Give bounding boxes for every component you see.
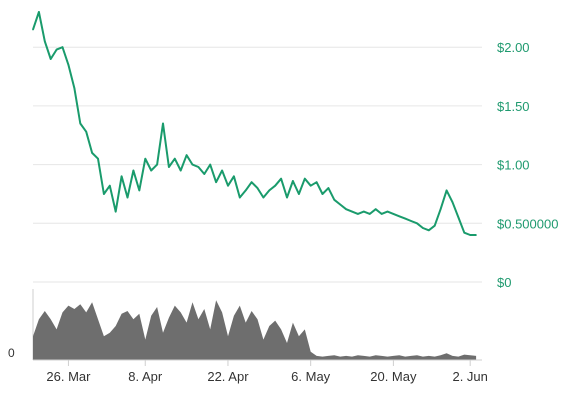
price-point xyxy=(298,193,300,195)
price-point xyxy=(363,210,365,213)
price-point xyxy=(392,213,395,215)
price-point xyxy=(386,210,389,213)
price-point xyxy=(215,181,217,183)
price-point xyxy=(286,196,288,199)
price-point xyxy=(168,166,170,168)
price-point xyxy=(416,222,418,225)
price-point xyxy=(55,48,58,51)
date-tick-label: 26. Mar xyxy=(46,369,91,384)
price-point xyxy=(309,184,312,187)
price-point xyxy=(327,187,330,189)
price-point xyxy=(162,122,164,125)
price-point xyxy=(38,11,40,13)
price-point xyxy=(274,184,277,187)
price-point xyxy=(410,220,412,222)
price-point xyxy=(262,196,265,199)
price-point xyxy=(221,169,223,172)
price-point xyxy=(179,169,182,172)
price-point xyxy=(315,181,318,183)
price-point xyxy=(209,163,211,166)
price-point xyxy=(191,163,194,166)
date-tick-label: 8. Apr xyxy=(128,369,163,384)
price-point xyxy=(150,169,152,172)
price-point xyxy=(339,203,342,206)
price-tick-label: $2.00 xyxy=(497,40,530,55)
price-point xyxy=(380,213,383,215)
price-point xyxy=(185,154,188,156)
price-point xyxy=(239,196,241,199)
volume-axis-tick-label: 0 xyxy=(8,346,15,360)
price-point xyxy=(227,184,229,187)
date-tick-label: 6. May xyxy=(291,369,331,384)
price-point xyxy=(398,215,401,218)
price-line xyxy=(32,11,477,236)
price-point xyxy=(463,231,466,234)
price-point xyxy=(292,180,294,182)
price-point xyxy=(61,46,64,48)
price-point xyxy=(345,208,347,210)
price-point xyxy=(250,181,253,183)
price-point xyxy=(85,130,87,133)
price-points xyxy=(32,11,477,236)
price-point xyxy=(44,40,46,43)
price-point xyxy=(304,177,306,180)
price-point xyxy=(197,166,200,168)
price-axis: $2.00 $1.50 $1.00 $0.500000 $0 xyxy=(497,40,558,290)
price-point xyxy=(469,234,472,236)
price-point xyxy=(32,28,34,31)
price-point xyxy=(126,196,129,199)
price-point xyxy=(49,58,52,60)
date-tick-label: 22. Apr xyxy=(207,369,249,384)
price-point xyxy=(321,193,324,195)
date-tick-label: 2. Jun xyxy=(452,369,487,384)
price-point xyxy=(451,201,454,203)
price-point xyxy=(203,173,206,175)
price-point xyxy=(357,213,359,215)
price-point xyxy=(79,122,82,125)
price-point xyxy=(138,189,141,192)
volume-area xyxy=(33,300,477,360)
price-point xyxy=(103,193,105,195)
price-point xyxy=(67,64,70,66)
price-point xyxy=(132,169,135,172)
price-point xyxy=(404,217,407,220)
price-point xyxy=(433,224,436,227)
price-point xyxy=(268,189,271,192)
price-point xyxy=(422,227,424,229)
price-point xyxy=(280,177,282,180)
price-point xyxy=(114,210,117,213)
price-point xyxy=(369,213,371,215)
date-tick-label: 20. May xyxy=(370,369,417,384)
price-tick-label: $0 xyxy=(497,275,511,290)
price-point xyxy=(144,157,147,160)
price-point xyxy=(97,157,99,160)
price-point xyxy=(351,210,353,213)
price-tick-label: $0.500000 xyxy=(497,216,558,231)
price-point xyxy=(120,175,123,178)
volume-panel: 0 xyxy=(8,289,482,361)
price-point xyxy=(457,216,460,219)
price-point xyxy=(109,184,111,187)
price-gridlines xyxy=(33,46,482,283)
price-point xyxy=(174,157,176,160)
price-point xyxy=(333,199,336,201)
price-point xyxy=(233,175,235,178)
price-tick-label: $1.00 xyxy=(497,158,530,173)
price-point xyxy=(445,189,448,192)
price-point xyxy=(374,208,377,210)
price-point xyxy=(91,152,93,154)
price-point xyxy=(244,189,247,192)
price-tick-label: $1.50 xyxy=(497,99,530,114)
price-point xyxy=(439,208,442,210)
date-axis: 26. Mar 8. Apr 22. Apr 6. May 20. May 2. Jun xyxy=(46,360,488,384)
price-point xyxy=(256,187,259,189)
price-point xyxy=(156,163,158,166)
price-point xyxy=(428,229,430,232)
price-point xyxy=(73,87,76,90)
price-point xyxy=(475,234,477,236)
